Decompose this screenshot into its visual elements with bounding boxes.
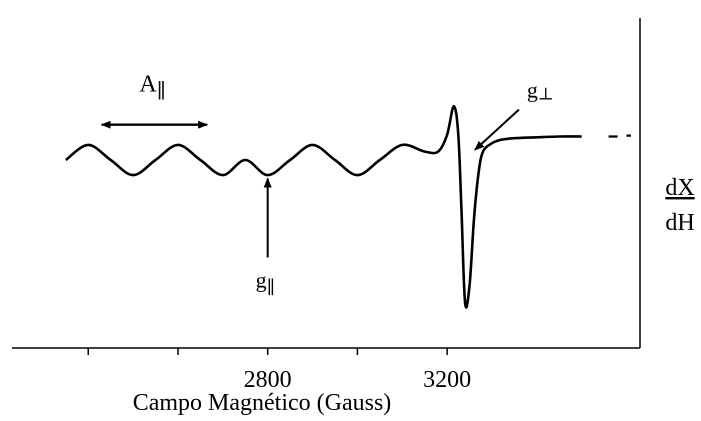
g-parallel-subscript: ∥ — [267, 277, 275, 297]
x-tick-label: 3200 — [423, 367, 471, 393]
series-line — [65, 104, 582, 309]
x-axis-title: Campo Magnético (Gauss) — [133, 390, 392, 416]
x-axis-tick-labels: 2800 3200 — [244, 367, 471, 393]
a-parallel-label: A∥ — [139, 72, 166, 103]
g-perp-label: g⊥ — [527, 78, 554, 104]
g-perp-letter: g — [527, 78, 538, 103]
y-axis-label-denominator: dH — [665, 210, 694, 236]
a-parallel-letter: A — [139, 72, 157, 98]
x-tick-label: 2800 — [244, 367, 292, 393]
series-dashed-tail — [608, 134, 631, 138]
g-perp-arrow — [474, 108, 520, 151]
g-parallel-label: g∥ — [256, 267, 275, 297]
y-axis-label-numerator: dX — [665, 175, 694, 201]
g-perp-subscript: ⊥ — [538, 85, 554, 104]
a-parallel-subscript: ∥ — [157, 81, 166, 103]
x-axis-ticks — [87, 348, 448, 355]
g-parallel-letter: g — [256, 267, 267, 292]
